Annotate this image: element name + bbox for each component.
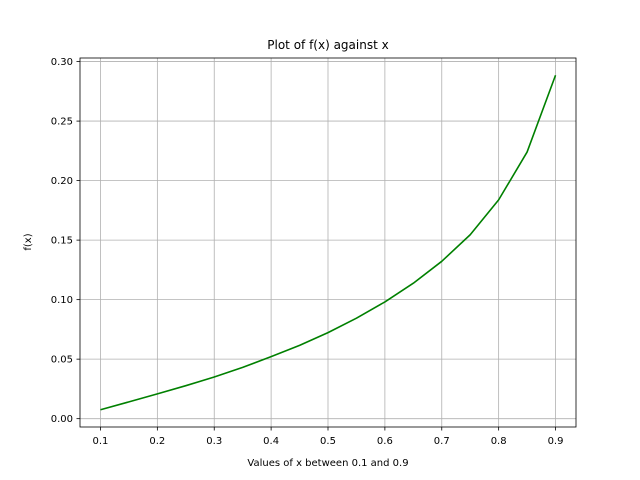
x-tick-label: 0.1 (93, 436, 109, 447)
grid-lines (80, 58, 576, 427)
x-tick-label: 0.3 (206, 436, 222, 447)
y-tick-label: 0.00 (51, 414, 73, 425)
y-tick-label: 0.25 (51, 117, 73, 128)
x-axis-ticks: 0.1 0.2 0.3 0.4 0.5 0.6 0.7 0.8 0.9 (93, 427, 564, 447)
x-tick-label: 0.6 (377, 436, 393, 447)
y-axis-label: f(x) (23, 233, 34, 250)
y-tick-label: 0.15 (51, 236, 73, 247)
series-layer (100, 74, 557, 411)
x-tick-label: 0.5 (320, 436, 336, 447)
x-tick-label: 0.8 (491, 436, 507, 447)
x-axis-label: Values of x between 0.1 and 0.9 (247, 458, 408, 469)
y-tick-label: 0.30 (51, 57, 73, 68)
x-tick-label: 0.2 (149, 436, 165, 447)
series-line (100, 74, 557, 411)
y-tick-label: 0.20 (51, 176, 73, 187)
chart-title: Plot of f(x) against x (267, 38, 388, 52)
y-tick-label: 0.05 (51, 355, 73, 366)
x-tick-label: 0.4 (263, 436, 279, 447)
y-axis-ticks: 0.00 0.05 0.10 0.15 0.20 0.25 0.30 (51, 57, 80, 425)
y-tick-label: 0.10 (51, 295, 73, 306)
x-tick-label: 0.9 (548, 436, 564, 447)
x-tick-label: 0.7 (434, 436, 450, 447)
